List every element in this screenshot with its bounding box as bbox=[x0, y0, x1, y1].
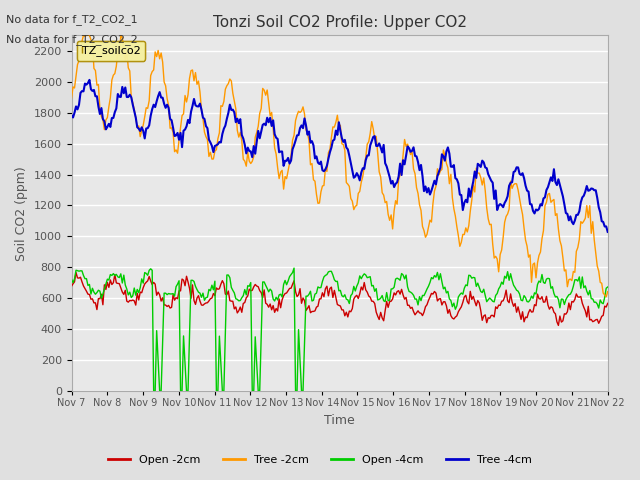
Legend: Open -2cm, Tree -2cm, Open -4cm, Tree -4cm: Open -2cm, Tree -2cm, Open -4cm, Tree -4… bbox=[104, 451, 536, 469]
Legend: TZ_soilco2: TZ_soilco2 bbox=[77, 41, 145, 60]
Title: Tonzi Soil CO2 Profile: Upper CO2: Tonzi Soil CO2 Profile: Upper CO2 bbox=[212, 15, 467, 30]
X-axis label: Time: Time bbox=[324, 414, 355, 427]
Text: No data for f_T2_CO2_1: No data for f_T2_CO2_1 bbox=[6, 14, 138, 25]
Y-axis label: Soil CO2 (ppm): Soil CO2 (ppm) bbox=[15, 166, 28, 261]
Text: No data for f_T2_CO2_2: No data for f_T2_CO2_2 bbox=[6, 34, 138, 45]
